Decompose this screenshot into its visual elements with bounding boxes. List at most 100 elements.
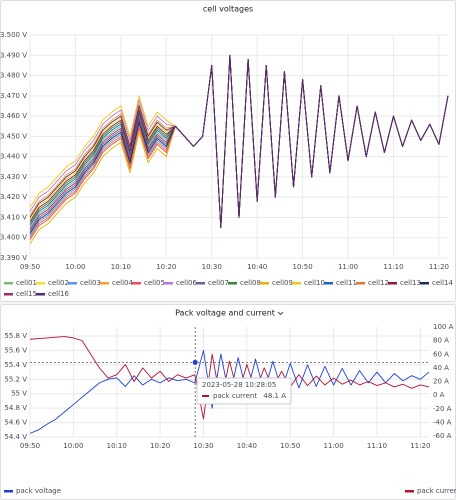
legend-swatch <box>4 293 13 296</box>
legend-swatch <box>405 490 414 493</box>
y2-tick-label: 20 A <box>433 378 449 386</box>
x-tick-label: 10:50 <box>280 442 300 450</box>
tooltip: 2023-05-28 10:28:05 pack current 48.1 A <box>196 377 292 405</box>
series-line <box>29 54 449 229</box>
legend-label: cell01 <box>16 279 37 287</box>
x-tick-label: 11:20 <box>429 263 449 271</box>
tooltip-box <box>196 377 292 405</box>
y2-tick-label: -40 A <box>433 418 452 426</box>
legend-label: cell06 <box>176 279 197 287</box>
y-tick-label: 55.8 V <box>4 332 27 340</box>
legend-swatch <box>260 282 269 285</box>
y-tick-label: 3.420 V <box>0 193 27 201</box>
legend-swatch <box>356 282 365 285</box>
y-tick-label: 3.490 V <box>0 51 27 59</box>
y-tick-label: 3.480 V <box>0 72 27 80</box>
x-tick-label: 10:00 <box>65 263 85 271</box>
x-tick-label: 11:10 <box>383 263 403 271</box>
x-tick-label: 10:10 <box>111 263 131 271</box>
legend-label: pack voltage <box>16 487 61 495</box>
legend-label: cell07 <box>208 279 229 287</box>
panel-cell-voltages <box>0 0 456 302</box>
y2-tick-label: -20 A <box>433 405 452 413</box>
y-tick-label: 55.6 V <box>4 346 27 354</box>
legend-swatch <box>4 490 13 493</box>
legend-label: cell15 <box>16 290 37 298</box>
legend-label: cell04 <box>112 279 133 287</box>
legend-label: cell05 <box>144 279 165 287</box>
y2-tick-label: 100 A <box>433 323 454 331</box>
x-tick-label: 10:10 <box>107 442 127 450</box>
panel-menu-chevron[interactable] <box>277 311 284 316</box>
y-tick-label: 3.440 V <box>0 153 27 161</box>
y-tick-label: 55.2 V <box>4 375 27 383</box>
legend-swatch <box>36 282 45 285</box>
legend-swatch <box>420 282 429 285</box>
y-tick-label: 3.500 V <box>0 31 27 39</box>
x-tick-label: 10:20 <box>150 442 170 450</box>
y-tick-label: 54.4 V <box>4 433 27 441</box>
y-tick-label: 54.8 V <box>4 404 27 412</box>
y2-tick-label: 60 A <box>433 350 449 358</box>
legend-label: cell16 <box>48 290 69 298</box>
y-tick-label: 3.410 V <box>0 213 27 221</box>
legend-label: cell13 <box>400 279 421 287</box>
legend-label: cell10 <box>304 279 325 287</box>
x-tick-label: 09:50 <box>20 263 40 271</box>
legend-swatch <box>164 282 173 285</box>
x-tick-label: 10:50 <box>293 263 313 271</box>
tooltip-time: 2023-05-28 10:28:05 <box>202 381 276 389</box>
x-tick-label: 10:20 <box>156 263 176 271</box>
plots: 3.390 V 3.400 V 3.410 V 3.420 V 3.430 V 3.440… <box>0 31 456 495</box>
legend-swatch <box>196 282 205 285</box>
y2-tick-label: -60 A <box>433 432 452 440</box>
y-tick-label: 3.470 V <box>0 92 27 100</box>
tooltip-swatch <box>202 395 209 397</box>
x-tick-label: 10:40 <box>237 442 257 450</box>
y-tick-label: 3.430 V <box>0 173 27 181</box>
x-tick-label: 10:30 <box>202 263 222 271</box>
x-tick-label: 11:00 <box>323 442 343 450</box>
tooltip-value: 48.1 A <box>263 392 286 400</box>
legend-label: cell03 <box>80 279 101 287</box>
y-tick-label: 3.390 V <box>0 254 27 262</box>
y-tick-label: 55 V <box>11 390 27 398</box>
x-tick-label: 10:00 <box>63 442 83 450</box>
y-tick-label: 55.4 V <box>4 361 27 369</box>
legend-label: cell09 <box>272 279 293 287</box>
legend-swatch <box>4 282 13 285</box>
x-tick-label: 09:50 <box>20 442 40 450</box>
legend-label: cell14 <box>432 279 453 287</box>
legend-swatch <box>100 282 109 285</box>
legend-swatch <box>68 282 77 285</box>
y-tick-label: 3.460 V <box>0 112 27 120</box>
x-tick-label: 11:00 <box>338 263 358 271</box>
legend-label: cell02 <box>48 279 69 287</box>
x-tick-label: 11:10 <box>367 442 387 450</box>
legend-label: cell11 <box>336 279 357 287</box>
legend-swatch <box>388 282 397 285</box>
legend-swatch <box>292 282 301 285</box>
legend-swatch <box>36 293 45 296</box>
legend-label: cell12 <box>368 279 389 287</box>
y2-tick-label: 80 A <box>433 337 449 345</box>
legend-swatch <box>228 282 237 285</box>
y-tick-label: 54.6 V <box>4 419 27 427</box>
panel-title: cell voltages <box>203 5 253 14</box>
y2-tick-label: 40 A <box>433 364 449 372</box>
tooltip-series: pack current <box>213 392 257 400</box>
legend-label: cell08 <box>240 279 261 287</box>
x-tick-label: 10:30 <box>193 442 213 450</box>
y-tick-label: 3.400 V <box>0 234 27 242</box>
legend-label: pack current <box>417 487 456 495</box>
y2-tick-label: 0 A <box>433 391 445 399</box>
series-line <box>29 336 430 420</box>
y-tick-label: 3.450 V <box>0 132 27 140</box>
legend-swatch <box>324 282 333 285</box>
panel-title[interactable]: Pack voltage and current <box>175 309 275 318</box>
x-tick-label: 10:40 <box>247 263 267 271</box>
legend-swatch <box>132 282 141 285</box>
x-tick-label: 11:20 <box>410 442 430 450</box>
hover-point <box>192 359 198 365</box>
